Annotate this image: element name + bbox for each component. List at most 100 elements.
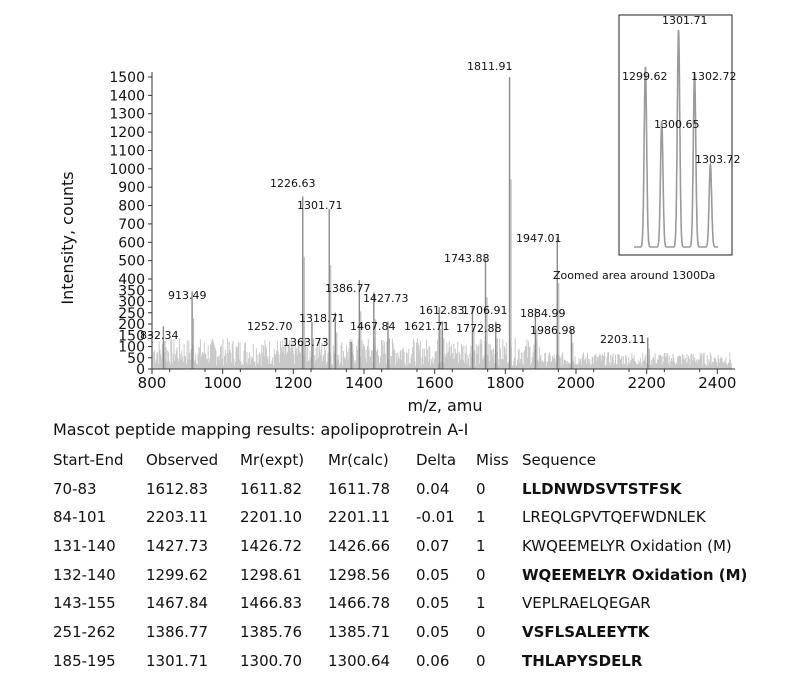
- y-tick-label: 100: [118, 340, 145, 356]
- table-cell: 0: [476, 623, 486, 641]
- peak-label: 1884.99: [520, 307, 566, 320]
- table-cell: 251-262: [53, 623, 116, 641]
- peak-label: 1811.91: [467, 60, 513, 73]
- peak-label: 1947.01: [516, 232, 562, 245]
- table-cell: 1300.64: [328, 652, 391, 670]
- inset-peak-label: 1300.65: [654, 118, 700, 131]
- y-tick-label: 1500: [109, 70, 145, 86]
- table-cell: 0: [476, 480, 486, 498]
- inset-caption: Zoomed area around 1300Da: [553, 269, 715, 282]
- peak-label: 1467.84: [350, 320, 396, 333]
- table-cell: 0: [476, 652, 486, 670]
- y-tick-label: 1200: [109, 125, 145, 141]
- peak-label: 1226.63: [270, 177, 316, 190]
- table-cell: 1466.78: [328, 594, 391, 612]
- table-cell: 1467.84: [146, 594, 209, 612]
- y-tick-label: 800: [118, 199, 145, 215]
- mass-spectrum-chart: 800 1000 1200 1400 1600 1800 2000 2200 2400 0501…: [58, 14, 741, 415]
- y-tick-label: 1400: [109, 88, 145, 104]
- table-cell: 1386.77: [146, 623, 209, 641]
- peak-label: 1612.83: [419, 304, 465, 317]
- table-cell: VEPLRAELQEGAR: [522, 594, 651, 612]
- x-tick-label: 1600: [416, 374, 454, 392]
- y-tick-label: 250: [118, 306, 145, 322]
- inset-peak-label: 1299.62: [622, 70, 668, 83]
- table-cell: 1299.62: [146, 566, 209, 584]
- table-cell: 1385.71: [328, 623, 391, 641]
- table-cell: 0.04: [416, 480, 450, 498]
- x-tick-label: 1200: [274, 374, 312, 392]
- y-tick-label: 1300: [109, 107, 145, 123]
- table-cell: 0.07: [416, 537, 450, 555]
- table-cell: 1298.56: [328, 566, 391, 584]
- table-cell: 1466.83: [240, 594, 303, 612]
- table-cell: LREQLGPVTQEFWDNLEK: [522, 508, 706, 526]
- table-cell: 0.05: [416, 566, 450, 584]
- table-title: Mascot peptide mapping results: apolipop…: [53, 420, 469, 439]
- peak-label: 1252.70: [247, 320, 293, 333]
- peak-label: 1318.71: [299, 312, 345, 325]
- x-tick-label: 2200: [628, 374, 666, 392]
- table-cell: 2203.11: [146, 508, 209, 526]
- y-tick-label: 900: [118, 180, 145, 196]
- x-tick-label: 1400: [345, 374, 383, 392]
- peak-label: 1363.73: [283, 336, 329, 349]
- table-cell: LLDNWDSVTSTFSK: [522, 480, 682, 498]
- y-tick-label: 200: [118, 317, 145, 333]
- peak-label: 1621.71: [404, 320, 450, 333]
- inset-peak-labels: 1299.62 1300.65 1301.71 1302.72 1303.72: [622, 14, 741, 166]
- table-cell: 1611.82: [240, 480, 303, 498]
- table-cell: 2201.10: [240, 508, 303, 526]
- table-cell: WQEEMELYR Oxidation (M): [522, 566, 748, 584]
- peak-label: 1386.77: [325, 282, 371, 295]
- peak-label: 1772.88: [456, 322, 502, 335]
- y-tick-label: 1100: [109, 143, 145, 159]
- table-cell: 1300.70: [240, 652, 303, 670]
- baseline-noise: [153, 338, 732, 369]
- table-header-cell: Miss: [476, 451, 509, 469]
- table-cell: 1: [476, 508, 486, 526]
- x-tick-label: 800: [138, 374, 167, 392]
- table-header-cell: Start-End: [53, 451, 124, 469]
- table-cell: 0.05: [416, 594, 450, 612]
- table-header-cell: Mr(calc): [328, 451, 389, 469]
- table-cell: 0.05: [416, 623, 450, 641]
- peak-label: 832.34: [140, 329, 179, 342]
- table-cell: 2201.11: [328, 508, 391, 526]
- peak-label: 1986.98: [530, 324, 576, 337]
- zoom-inset: 1299.62 1300.65 1301.71 1302.72 1303.72: [618, 14, 741, 256]
- y-tick-label: 600: [118, 235, 145, 251]
- table-cell: 1426.72: [240, 537, 303, 555]
- table-cell: 1612.83: [146, 480, 209, 498]
- y-tick-label: 400: [118, 272, 145, 288]
- peak-label: 2203.11: [600, 333, 646, 346]
- table-cell: 0.06: [416, 652, 450, 670]
- x-ticks: 800 1000 1200 1400 1600 1800 2000 2200 2400: [138, 369, 736, 392]
- peak-label: 1301.71: [297, 199, 343, 212]
- table-header-cell: Observed: [146, 451, 219, 469]
- peak-label: 1427.73: [363, 292, 409, 305]
- table-cell: 1301.71: [146, 652, 209, 670]
- table-header-cell: Mr(expt): [240, 451, 305, 469]
- peak-label: 1743.88: [444, 252, 490, 265]
- inset-isotope-curve: [634, 29, 718, 248]
- y-tick-label: 0: [136, 362, 145, 378]
- table-cell: 1427.73: [146, 537, 209, 555]
- peak-lines: [162, 77, 650, 369]
- y-tick-label: 700: [118, 217, 145, 233]
- y-tick-label: 1000: [109, 162, 145, 178]
- y-tick-label: 350: [118, 283, 145, 299]
- table-cell: 1: [476, 537, 486, 555]
- x-tick-label: 2400: [698, 374, 736, 392]
- inset-peak-label: 1303.72: [695, 153, 741, 166]
- table-cell: 1298.61: [240, 566, 303, 584]
- table-cell: 0: [476, 566, 486, 584]
- y-tick-label: 150: [118, 328, 145, 344]
- peak-label: 1706.91: [462, 304, 508, 317]
- table-cell: 1385.76: [240, 623, 303, 641]
- x-tick-label: 1000: [204, 374, 242, 392]
- table-cell: 185-195: [53, 652, 116, 670]
- table-cell: 1611.78: [328, 480, 391, 498]
- y-tick-label: 500: [118, 254, 145, 270]
